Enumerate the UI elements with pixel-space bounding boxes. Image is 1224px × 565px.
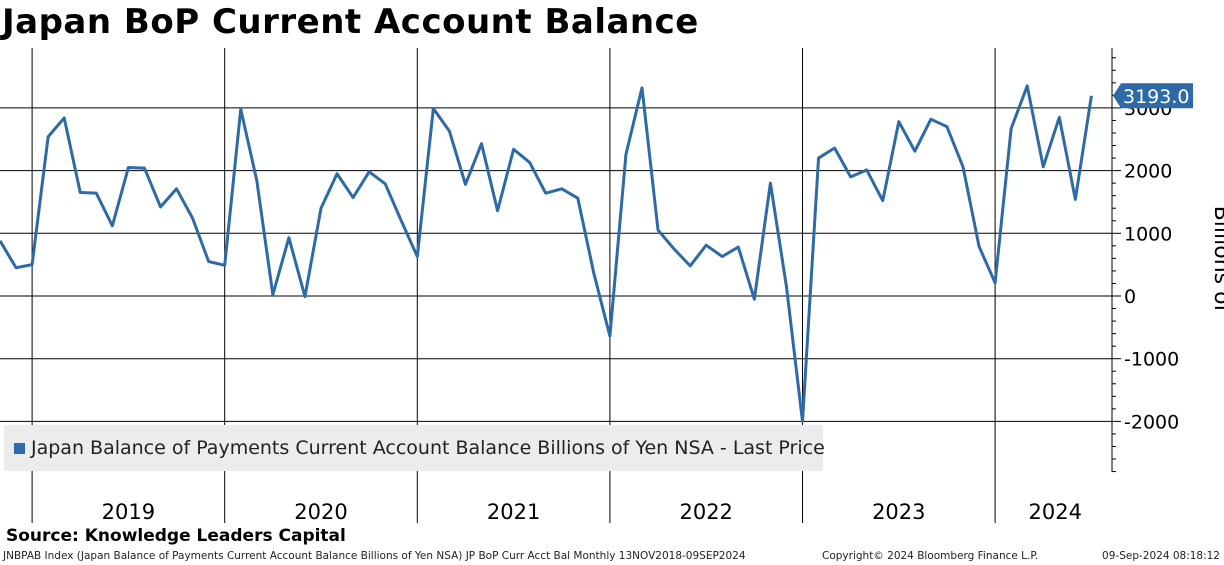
legend-label: Japan Balance of Payments Current Accoun… bbox=[31, 437, 825, 459]
y-tick-label: 1000 bbox=[1124, 223, 1172, 245]
x-tick-label: 2024 bbox=[1029, 500, 1082, 524]
footer-copyright: Copyright© 2024 Bloomberg Finance L.P. bbox=[822, 550, 1039, 562]
series-line bbox=[0, 84, 1093, 423]
y-tick-label: 0 bbox=[1124, 286, 1136, 308]
y-tick-label: -1000 bbox=[1124, 349, 1179, 371]
x-tick-label: 2019 bbox=[102, 500, 155, 524]
x-tick-label: 2022 bbox=[679, 500, 732, 524]
footer-index-description: JNBPAB Index (Japan Balance of Payments … bbox=[3, 550, 746, 562]
series-layer: 3193.0 bbox=[0, 83, 1193, 423]
x-tick-label: 2021 bbox=[487, 500, 540, 524]
x-axis: 2019 2020 2021 2022 2023 2024 bbox=[102, 500, 1082, 524]
x-tick-label: 2020 bbox=[294, 500, 347, 524]
last-value-tag bbox=[1113, 83, 1193, 109]
chart-title: Japan BoP Current Account Balance bbox=[2, 2, 699, 42]
footer-timestamp: 09-Sep-2024 08:18:12 bbox=[1102, 550, 1220, 562]
y-tick-label: -2000 bbox=[1124, 411, 1179, 433]
legend: Japan Balance of Payments Current Accoun… bbox=[4, 425, 825, 471]
y-tick-label: 2000 bbox=[1124, 161, 1172, 183]
y-axis-label: Billions of bbox=[1209, 205, 1224, 313]
last-value-label: 3193.0 bbox=[1123, 86, 1189, 108]
x-tick-label: 2023 bbox=[872, 500, 925, 524]
legend-swatch bbox=[14, 442, 25, 454]
source-note: Source: Knowledge Leaders Capital bbox=[6, 526, 346, 546]
